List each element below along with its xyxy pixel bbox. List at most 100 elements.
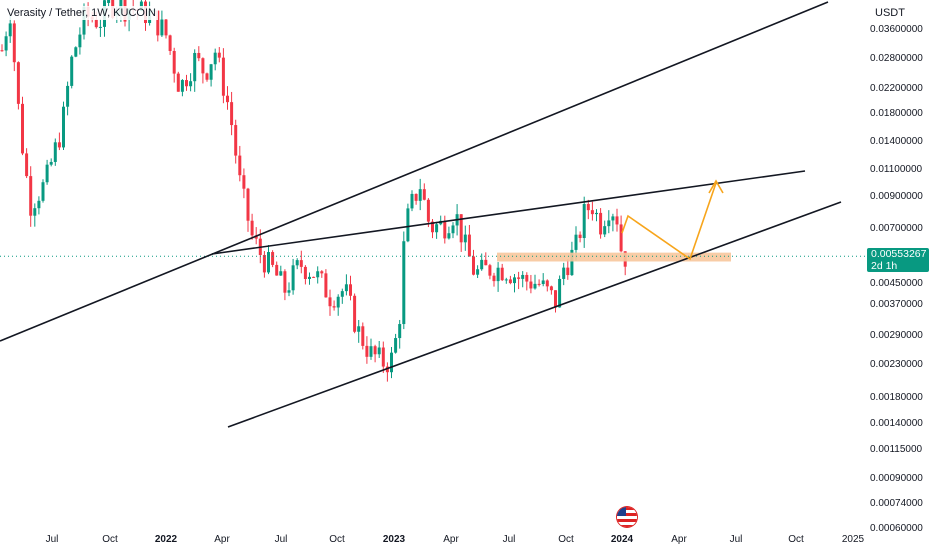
candle-body (385, 366, 389, 373)
time-tick-label: Jul (730, 534, 743, 545)
candle-body (45, 164, 49, 183)
candle-body (234, 125, 238, 156)
candle-body (582, 204, 586, 239)
price-tick-label: 0.00700000 (870, 223, 923, 234)
candle-body (533, 283, 537, 289)
candle-body (205, 73, 209, 80)
candle-body (267, 252, 270, 273)
symbol-title: Verasity / Tether, 1W, KUCOIN (5, 6, 158, 20)
candle-body (82, 6, 86, 35)
candle-body (406, 208, 410, 242)
time-axis[interactable]: Jul Oct 2022 Apr Jul Oct 2023 Apr Jul Oct 2024 Apr J… (46, 534, 865, 545)
candle-body (472, 256, 475, 275)
candle-body (369, 346, 373, 357)
candle-body (49, 161, 53, 165)
candle-body (435, 224, 439, 233)
candle-body (8, 23, 12, 37)
price-tick-label: 0.00290000 (870, 330, 923, 341)
candle-body (299, 260, 303, 267)
candle-body (295, 260, 299, 266)
candle-body (508, 279, 512, 284)
candle-body (525, 274, 529, 282)
time-tick-label: Jul (275, 534, 288, 545)
price-tick-label: 0.00900000 (870, 191, 923, 202)
candle-body (226, 95, 229, 103)
price-tick-label: 0.00370000 (870, 299, 923, 310)
candle-body (361, 326, 365, 346)
candle-body (213, 52, 217, 65)
time-tick-label: 2025 (842, 534, 865, 545)
candle-body (426, 199, 430, 222)
time-tick-label: Apr (214, 534, 230, 545)
candle-body (562, 267, 566, 279)
projection-arrowhead (708, 179, 724, 194)
candle-body (221, 57, 225, 96)
candle-body (94, 19, 98, 28)
candle-body (316, 271, 320, 278)
candle-body (340, 291, 344, 297)
price-tick-label: 0.02200000 (870, 83, 923, 94)
candle-body (16, 62, 20, 104)
time-tick-label: 2023 (383, 534, 406, 545)
candle-body (377, 347, 381, 355)
candle-body (500, 267, 504, 281)
candle-body (250, 220, 254, 236)
lower-channel-line (227, 201, 842, 428)
candle-body (349, 284, 352, 296)
candle-body (615, 216, 619, 225)
candle-body (254, 235, 258, 239)
candle-body (595, 212, 598, 215)
time-tick-label: Oct (102, 534, 118, 545)
price-axis[interactable]: 0.03600000 0.02800000 0.02200000 0.01800000… (870, 24, 923, 534)
candle-body (12, 23, 16, 63)
time-tick-label: Jul (46, 534, 59, 545)
us-flag-icon[interactable] (617, 507, 637, 527)
candle-body (545, 280, 549, 287)
candle-body (320, 271, 324, 274)
candle-body (431, 221, 434, 233)
candle-body (242, 175, 246, 189)
price-tick-label: 0.00230000 (870, 359, 923, 370)
candle-body (344, 284, 348, 292)
candle-body (414, 193, 418, 201)
candle-body (599, 212, 603, 235)
price-tick-label: 0.01100000 (870, 164, 923, 175)
candle-body (357, 326, 361, 332)
candle-body (0, 50, 4, 52)
candle-body (607, 220, 611, 227)
time-tick-label: Jul (503, 534, 516, 545)
candle-body (410, 193, 414, 209)
candle-body (176, 73, 180, 92)
candle-body (74, 47, 78, 57)
candle-body (402, 241, 406, 325)
candle-body (529, 281, 533, 289)
candle-body (381, 347, 385, 367)
candle-body (303, 266, 307, 279)
resistance-line (211, 170, 806, 255)
candle-body (463, 234, 467, 243)
candle-body (570, 249, 574, 276)
candle-body (230, 102, 234, 126)
candle-body (70, 56, 74, 86)
candle-body (332, 306, 336, 308)
last-price-badge: 0.00553267 2d 1h (867, 248, 929, 272)
candle-body (422, 189, 426, 200)
last-price-value: 0.00553267 (871, 248, 927, 260)
time-tick-label: Oct (558, 534, 574, 545)
time-tick-label: Apr (443, 534, 459, 545)
candle-body (4, 36, 8, 51)
time-tick-label: 2024 (611, 534, 634, 545)
candle-body (78, 34, 82, 48)
candle-body (308, 276, 311, 279)
candle-body (476, 269, 480, 275)
trendlines-layer[interactable] (0, 1, 842, 428)
candle-body (603, 226, 607, 235)
candle-body (53, 142, 57, 162)
projection-path (621, 182, 717, 261)
candle-body (619, 224, 623, 252)
candle-body (554, 290, 557, 308)
currency-label[interactable]: USDT (875, 7, 905, 19)
candle-body (107, 0, 111, 3)
